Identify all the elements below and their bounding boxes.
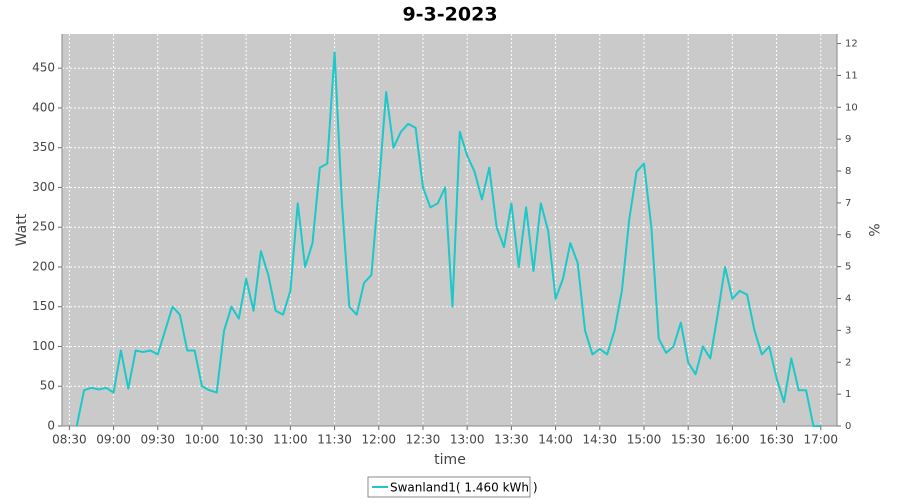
y-tick-label: 300 — [32, 180, 55, 194]
y-tick-label: 100 — [32, 339, 55, 353]
data-line — [75, 51, 821, 427]
x-axis-label: time — [434, 452, 466, 468]
chart-title: 9-3-2023 — [402, 4, 497, 26]
y-tick-label: 400 — [32, 100, 55, 114]
y2-tick-label: 3 — [845, 325, 851, 336]
x-tick-label: 16:00 — [715, 433, 750, 447]
x-tick-label: 14:00 — [538, 433, 573, 447]
x-tick-label: 14:30 — [582, 433, 617, 447]
y2-tick-label: 10 — [845, 102, 858, 113]
legend-label: Swanland1( 1.460 kWh ) — [390, 481, 538, 495]
x-tick-label: 11:30 — [317, 433, 352, 447]
y2-tick-label: 7 — [845, 198, 851, 209]
x-tick-label: 10:00 — [185, 433, 220, 447]
y2-tick-label: 2 — [845, 357, 851, 368]
x-tick-label: 08:30 — [52, 433, 87, 447]
y-tick-label: 450 — [32, 61, 55, 75]
x-tick-label: 12:00 — [361, 433, 396, 447]
x-tick-label: 15:30 — [671, 433, 706, 447]
legend — [367, 476, 531, 498]
y2-tick-label: 12 — [845, 39, 858, 50]
x-tick-label: 13:00 — [450, 433, 485, 447]
y2-tick-label: 6 — [845, 230, 851, 241]
x-tick-label: 09:30 — [140, 433, 175, 447]
y-tick-label: 150 — [32, 299, 55, 313]
x-tick-label: 17:00 — [803, 433, 838, 447]
y2-tick-label: 1 — [845, 389, 851, 400]
x-tick-label: 13:30 — [494, 433, 529, 447]
x-tick-label: 12:30 — [406, 433, 441, 447]
x-tick-label: 10:30 — [229, 433, 264, 447]
y2-axis-label: % — [865, 223, 881, 236]
y2-tick-label: 5 — [845, 262, 851, 273]
y-tick-label: 350 — [32, 140, 55, 154]
y-axis-label: Watt — [14, 213, 30, 246]
y2-tick-label: 9 — [845, 134, 851, 145]
y2-tick-label: 11 — [845, 70, 858, 81]
y-tick-label: 0 — [47, 419, 55, 433]
x-tick-label: 11:00 — [273, 433, 308, 447]
y2-tick-label: 8 — [845, 166, 851, 177]
x-tick-label: 09:00 — [96, 433, 131, 447]
y-tick-label: 200 — [32, 259, 55, 273]
y2-tick-label: 0 — [845, 421, 851, 432]
y-tick-label: 50 — [40, 379, 55, 393]
x-tick-label: 15:00 — [627, 433, 662, 447]
y-tick-label: 250 — [32, 220, 55, 234]
y2-tick-label: 4 — [845, 294, 851, 305]
plot-area — [62, 34, 837, 426]
x-tick-label: 16:30 — [759, 433, 794, 447]
